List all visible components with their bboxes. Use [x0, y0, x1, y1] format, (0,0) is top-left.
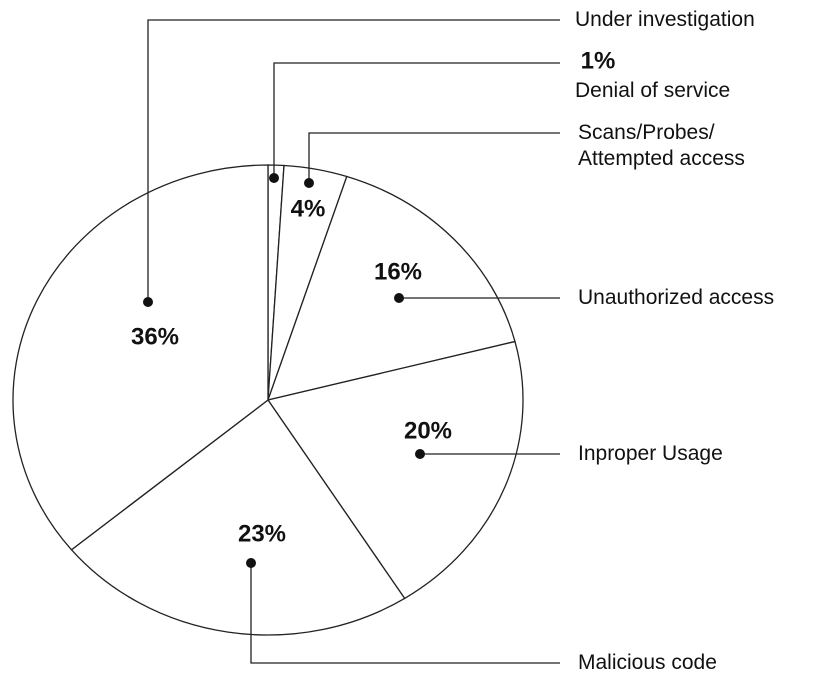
leader-line — [250, 563, 560, 664]
value-label: 23% — [238, 520, 286, 547]
pie-slice — [266, 340, 524, 600]
category-label: Inproper Usage — [578, 442, 723, 465]
category-label: Scans/Probes/ Attempted access — [578, 121, 745, 170]
pie-slice — [266, 175, 516, 401]
pie-slice — [12, 164, 269, 551]
value-label: 20% — [404, 417, 452, 444]
leader-line — [147, 19, 560, 302]
leader-dot — [269, 173, 279, 183]
leader-dot — [143, 297, 153, 307]
category-label: Malicious code — [578, 651, 717, 674]
leader-dot — [246, 558, 256, 568]
category-label: Unauthorized access — [578, 286, 775, 309]
value-label: 1% — [581, 47, 616, 74]
value-label: 36% — [131, 323, 179, 350]
leader-line — [273, 62, 560, 178]
leader-dot — [304, 178, 314, 188]
value-label: 16% — [374, 258, 422, 285]
leader-dot — [394, 293, 404, 303]
pie-slice — [70, 399, 406, 636]
category-label: Denial of service — [575, 79, 731, 102]
value-label: 4% — [291, 195, 326, 222]
leader-dot — [415, 449, 425, 459]
leader-line — [308, 132, 560, 183]
category-label: Under investigation — [575, 8, 755, 31]
